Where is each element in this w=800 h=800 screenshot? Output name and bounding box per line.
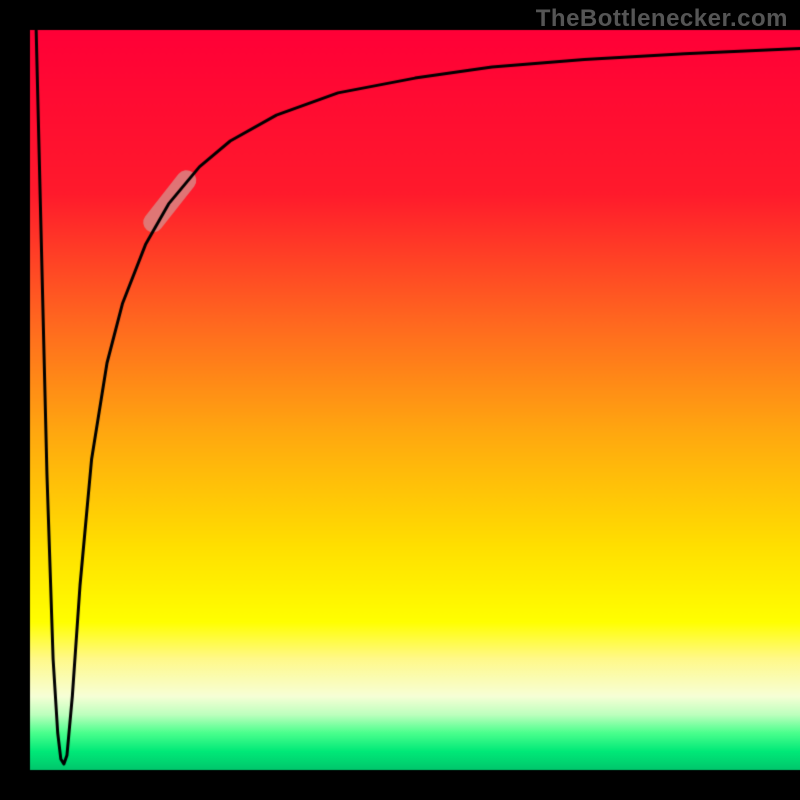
watermark-text: TheBottlenecker.com — [536, 5, 788, 33]
bottleneck-chart: TheBottlenecker.com — [0, 0, 800, 800]
curve-overlay — [0, 0, 800, 800]
